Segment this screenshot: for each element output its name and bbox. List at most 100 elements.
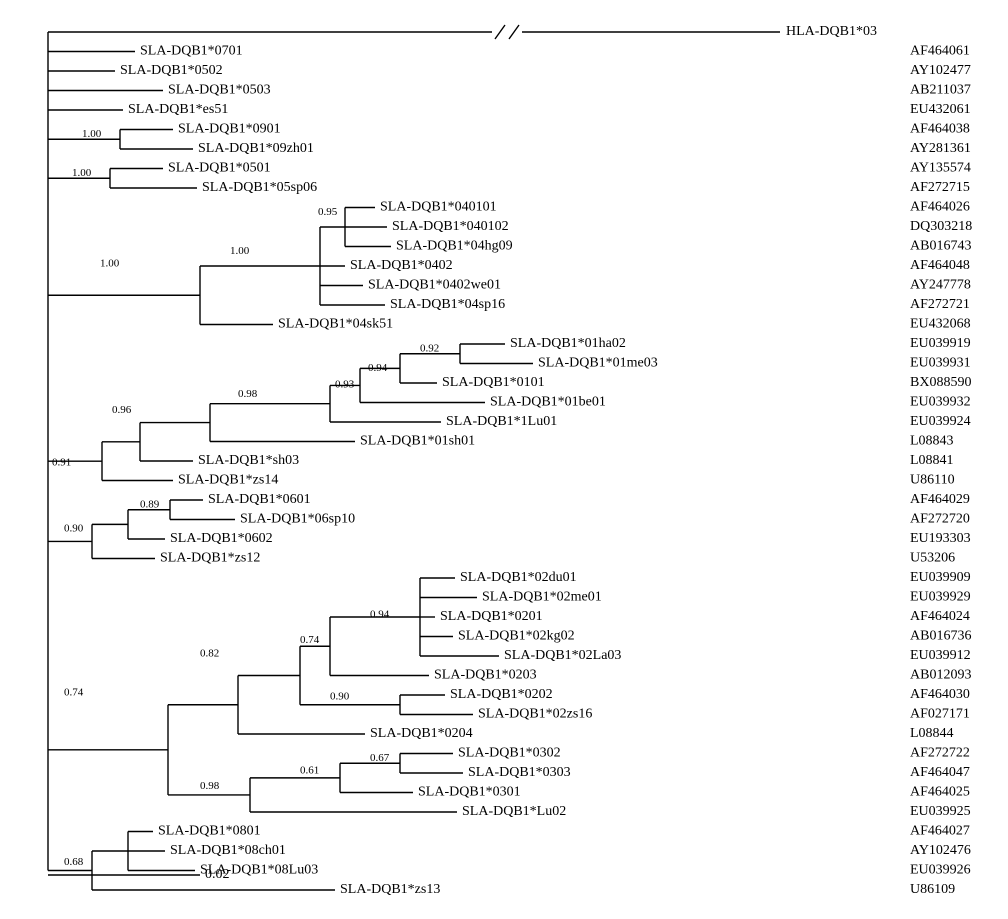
- accession-label: AF272715: [910, 180, 970, 195]
- accession-label: U86110: [910, 473, 955, 488]
- taxon-label: SLA-DQB1*040102: [392, 219, 509, 234]
- support-value: 0.95: [318, 206, 338, 218]
- taxon-label: HLA-DQB1*03: [786, 24, 877, 39]
- support-value: 0.94: [368, 362, 388, 374]
- taxon-label: SLA-DQB1*05sp06: [202, 180, 317, 195]
- accession-label: EU432068: [910, 317, 971, 332]
- accession-label: AB012093: [910, 668, 971, 683]
- taxon-label: SLA-DQB1*0901: [178, 122, 281, 137]
- accession-label: AY247778: [910, 278, 971, 293]
- accession-label: AF464038: [910, 122, 970, 137]
- taxon-label: SLA-DQB1*040101: [380, 200, 497, 215]
- support-value: 0.82: [200, 648, 219, 660]
- taxon-label: SLA-DQB1*0202: [450, 687, 553, 702]
- support-value: 0.74: [64, 687, 84, 699]
- taxon-label: SLA-DQB1*0503: [168, 83, 271, 98]
- support-value: 0.96: [112, 404, 132, 416]
- accession-label: AF464048: [910, 258, 970, 273]
- accession-label: EU039926: [910, 863, 971, 878]
- taxon-label: SLA-DQB1*02kg02: [458, 629, 575, 644]
- taxon-label: SLA-DQB1*0501: [168, 161, 271, 176]
- taxon-label: SLA-DQB1*1Lu01: [446, 414, 557, 429]
- taxon-label: SLA-DQB1*08ch01: [170, 843, 286, 858]
- accession-label: AF464025: [910, 785, 970, 800]
- taxon-label: SLA-DQB1*0402we01: [368, 278, 501, 293]
- taxon-label: SLA-DQB1*zs13: [340, 882, 440, 897]
- taxon-label: SLA-DQB1*0101: [442, 375, 545, 390]
- accession-label: DQ303218: [910, 219, 972, 234]
- taxon-label: SLA-DQB1*0701: [140, 44, 243, 59]
- accession-label: BX088590: [910, 375, 971, 390]
- accession-label: U53206: [910, 551, 955, 566]
- taxon-label: SLA-DQB1*04sp16: [390, 297, 505, 312]
- accession-label: AF464061: [910, 44, 970, 59]
- accession-label: AF464026: [910, 200, 970, 215]
- accession-label: EU039932: [910, 395, 971, 410]
- accession-label: EU039924: [910, 414, 971, 429]
- taxon-label: SLA-DQB1*04hg09: [396, 239, 513, 254]
- taxon-label: SLA-DQB1*0402: [350, 258, 453, 273]
- taxon-label: SLA-DQB1*01ha02: [510, 336, 626, 351]
- taxon-label: SLA-DQB1*sh03: [198, 453, 299, 468]
- taxon-label: SLA-DQB1*0204: [370, 726, 473, 741]
- accession-label: AY135574: [910, 161, 971, 176]
- taxon-label: SLA-DQB1*01be01: [490, 395, 606, 410]
- support-value: 0.67: [370, 752, 390, 764]
- accession-label: L08841: [910, 453, 954, 468]
- support-value: 1.00: [230, 245, 250, 257]
- scale-label: 0.02: [205, 867, 230, 882]
- phylogenetic-tree: HLA-DQB1*03 SLA-DQB1*0701 AF464061 SLA-DQB1…: [0, 0, 1008, 919]
- taxon-label: SLA-DQB1*01me03: [538, 356, 658, 371]
- accession-label: EU039925: [910, 804, 971, 819]
- accession-label: AF464024: [910, 609, 970, 624]
- accession-label: EU039909: [910, 570, 971, 585]
- taxon-label: SLA-DQB1*0303: [468, 765, 571, 780]
- accession-label: AB211037: [910, 83, 971, 98]
- accession-label: AB016736: [910, 629, 971, 644]
- accession-label: EU039929: [910, 590, 971, 605]
- taxon-label: SLA-DQB1*09zh01: [198, 141, 314, 156]
- support-value: 0.98: [238, 388, 258, 400]
- taxon-label: SLA-DQB1*zs14: [178, 473, 278, 488]
- support-value: 1.00: [100, 258, 120, 270]
- accession-label: AF464047: [910, 765, 970, 780]
- accession-label: EU432061: [910, 102, 971, 117]
- branch-break: [509, 25, 519, 39]
- taxon-label: SLA-DQB1*02La03: [504, 648, 621, 663]
- taxon-label: SLA-DQB1*Lu02: [462, 804, 566, 819]
- taxon-label: SLA-DQB1*0203: [434, 668, 537, 683]
- taxon-label: SLA-DQB1*04sk51: [278, 317, 393, 332]
- accession-label: L08844: [910, 726, 954, 741]
- support-value: 0.74: [300, 634, 320, 646]
- accession-label: AB016743: [910, 239, 971, 254]
- taxon-label: SLA-DQB1*0801: [158, 824, 261, 839]
- support-value: 1.00: [82, 128, 102, 140]
- support-value: 0.90: [64, 523, 84, 535]
- taxon-label: SLA-DQB1*0302: [458, 746, 561, 761]
- taxon-label: SLA-DQB1*02du01: [460, 570, 577, 585]
- accession-label: AF464029: [910, 492, 970, 507]
- accession-label: AF272720: [910, 512, 970, 527]
- support-value: 0.93: [335, 378, 355, 390]
- support-value: 0.89: [140, 498, 160, 510]
- accession-label: AY281361: [910, 141, 971, 156]
- support-value: 0.90: [330, 690, 350, 702]
- taxon-label: SLA-DQB1*02zs16: [478, 707, 592, 722]
- taxon-label: SLA-DQB1*06sp10: [240, 512, 355, 527]
- taxon-label: SLA-DQB1*zs12: [160, 551, 260, 566]
- accession-label: L08843: [910, 434, 954, 449]
- taxon-label: SLA-DQB1*es51: [128, 102, 228, 117]
- accession-label: AF027171: [910, 707, 970, 722]
- taxon-label: SLA-DQB1*0502: [120, 63, 223, 78]
- accession-label: AF464030: [910, 687, 970, 702]
- branch-break: [495, 25, 505, 39]
- accession-label: U86109: [910, 882, 955, 897]
- accession-label: EU039931: [910, 356, 971, 371]
- support-value: 0.92: [420, 342, 439, 354]
- support-value: 0.91: [52, 456, 71, 468]
- accession-label: AY102476: [910, 843, 971, 858]
- accession-label: EU039919: [910, 336, 971, 351]
- support-value: 1.00: [72, 167, 92, 179]
- taxon-label: SLA-DQB1*0201: [440, 609, 543, 624]
- support-value: 0.68: [64, 856, 84, 868]
